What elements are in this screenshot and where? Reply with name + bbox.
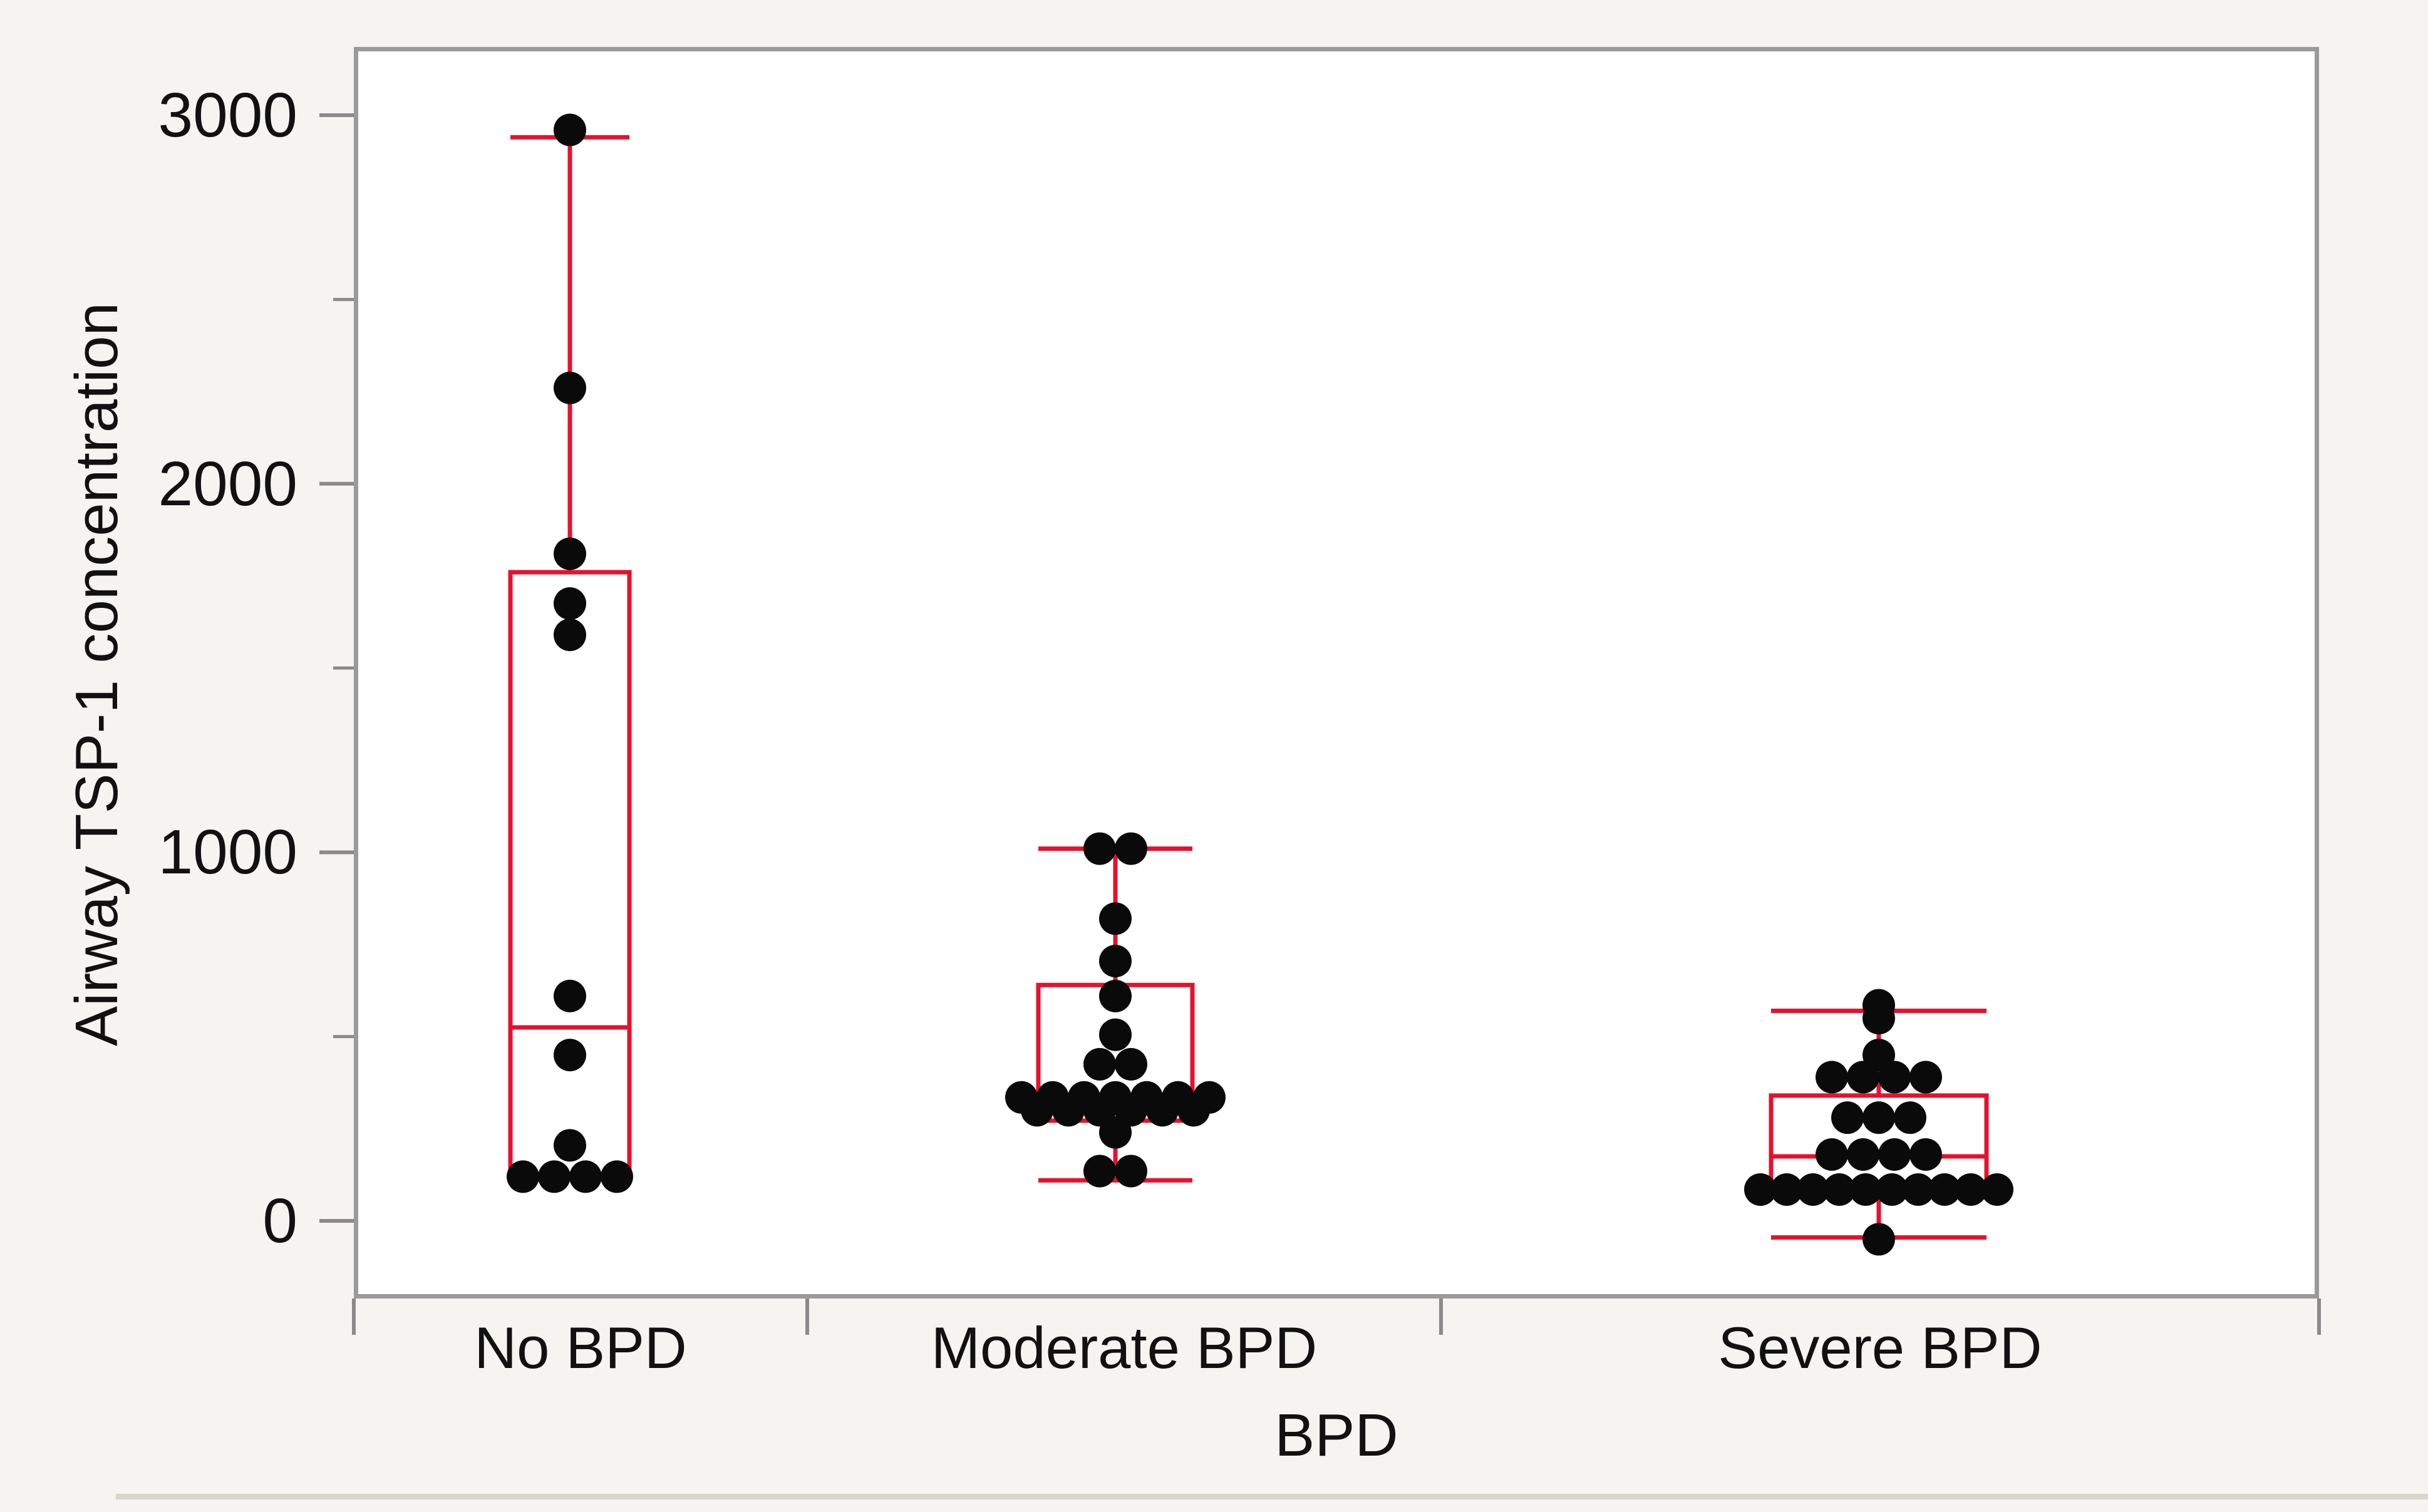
data-point [1099,979,1132,1012]
y-tick-label: 0 [262,1186,297,1256]
data-point [1052,1094,1085,1127]
data-point [1816,1138,1848,1171]
data-point [1823,1173,1856,1206]
data-point [1099,1018,1132,1051]
data-point [1955,1173,1987,1206]
data-point [1797,1173,1829,1206]
data-point [554,113,586,147]
data-point [1083,832,1116,865]
data-point [1115,1047,1147,1081]
box-no-bpd [508,570,632,1181]
data-point [1177,1094,1210,1127]
x-category-label: Severe BPD [1718,1315,2042,1381]
data-point [1770,1173,1803,1206]
data-point [1115,1155,1147,1188]
data-point [1099,944,1132,977]
data-point [1909,1061,1942,1094]
data-point [1744,1173,1777,1206]
data-point [1862,1101,1895,1134]
data-point [1831,1101,1864,1134]
data-point [1928,1173,1961,1206]
data-point [1862,1002,1895,1035]
data-point [1876,1173,1908,1206]
data-point [1083,1047,1116,1081]
data-point [554,619,586,652]
data-point [554,1129,586,1162]
data-point [554,537,586,570]
data-point [1909,1138,1942,1171]
data-point [1115,832,1147,865]
data-point [1849,1173,1882,1206]
data-point [1981,1173,2013,1206]
bottom-divider-line [116,1494,2428,1499]
data-point [554,587,586,620]
data-point [554,1039,586,1072]
data-point [507,1160,539,1193]
data-point [538,1160,571,1193]
data-point [1902,1173,1935,1206]
y-tick-label: 2000 [158,448,297,519]
data-point [1099,902,1132,935]
plot-area [354,47,2319,1299]
data-point [601,1160,633,1193]
y-axis-title: Airway TSP-1 concentration [63,302,130,1047]
data-point [1894,1101,1926,1134]
data-point [1847,1061,1879,1094]
data-point [1847,1138,1879,1171]
data-point [554,979,586,1012]
data-point [1021,1094,1053,1127]
data-point [1878,1138,1911,1171]
data-point [1099,1116,1132,1149]
data-point [1878,1061,1911,1094]
x-axis-title: BPD [1274,1402,1398,1469]
data-point [1083,1155,1116,1188]
y-tick-label: 1000 [158,817,297,888]
data-point [1146,1094,1179,1127]
data-point [1862,1223,1895,1256]
data-point [554,371,586,404]
x-category-label: Moderate BPD [931,1315,1318,1381]
y-tick-label: 3000 [158,80,297,150]
data-point [1816,1061,1848,1094]
data-point [569,1160,602,1193]
x-category-label: No BPD [474,1315,687,1381]
